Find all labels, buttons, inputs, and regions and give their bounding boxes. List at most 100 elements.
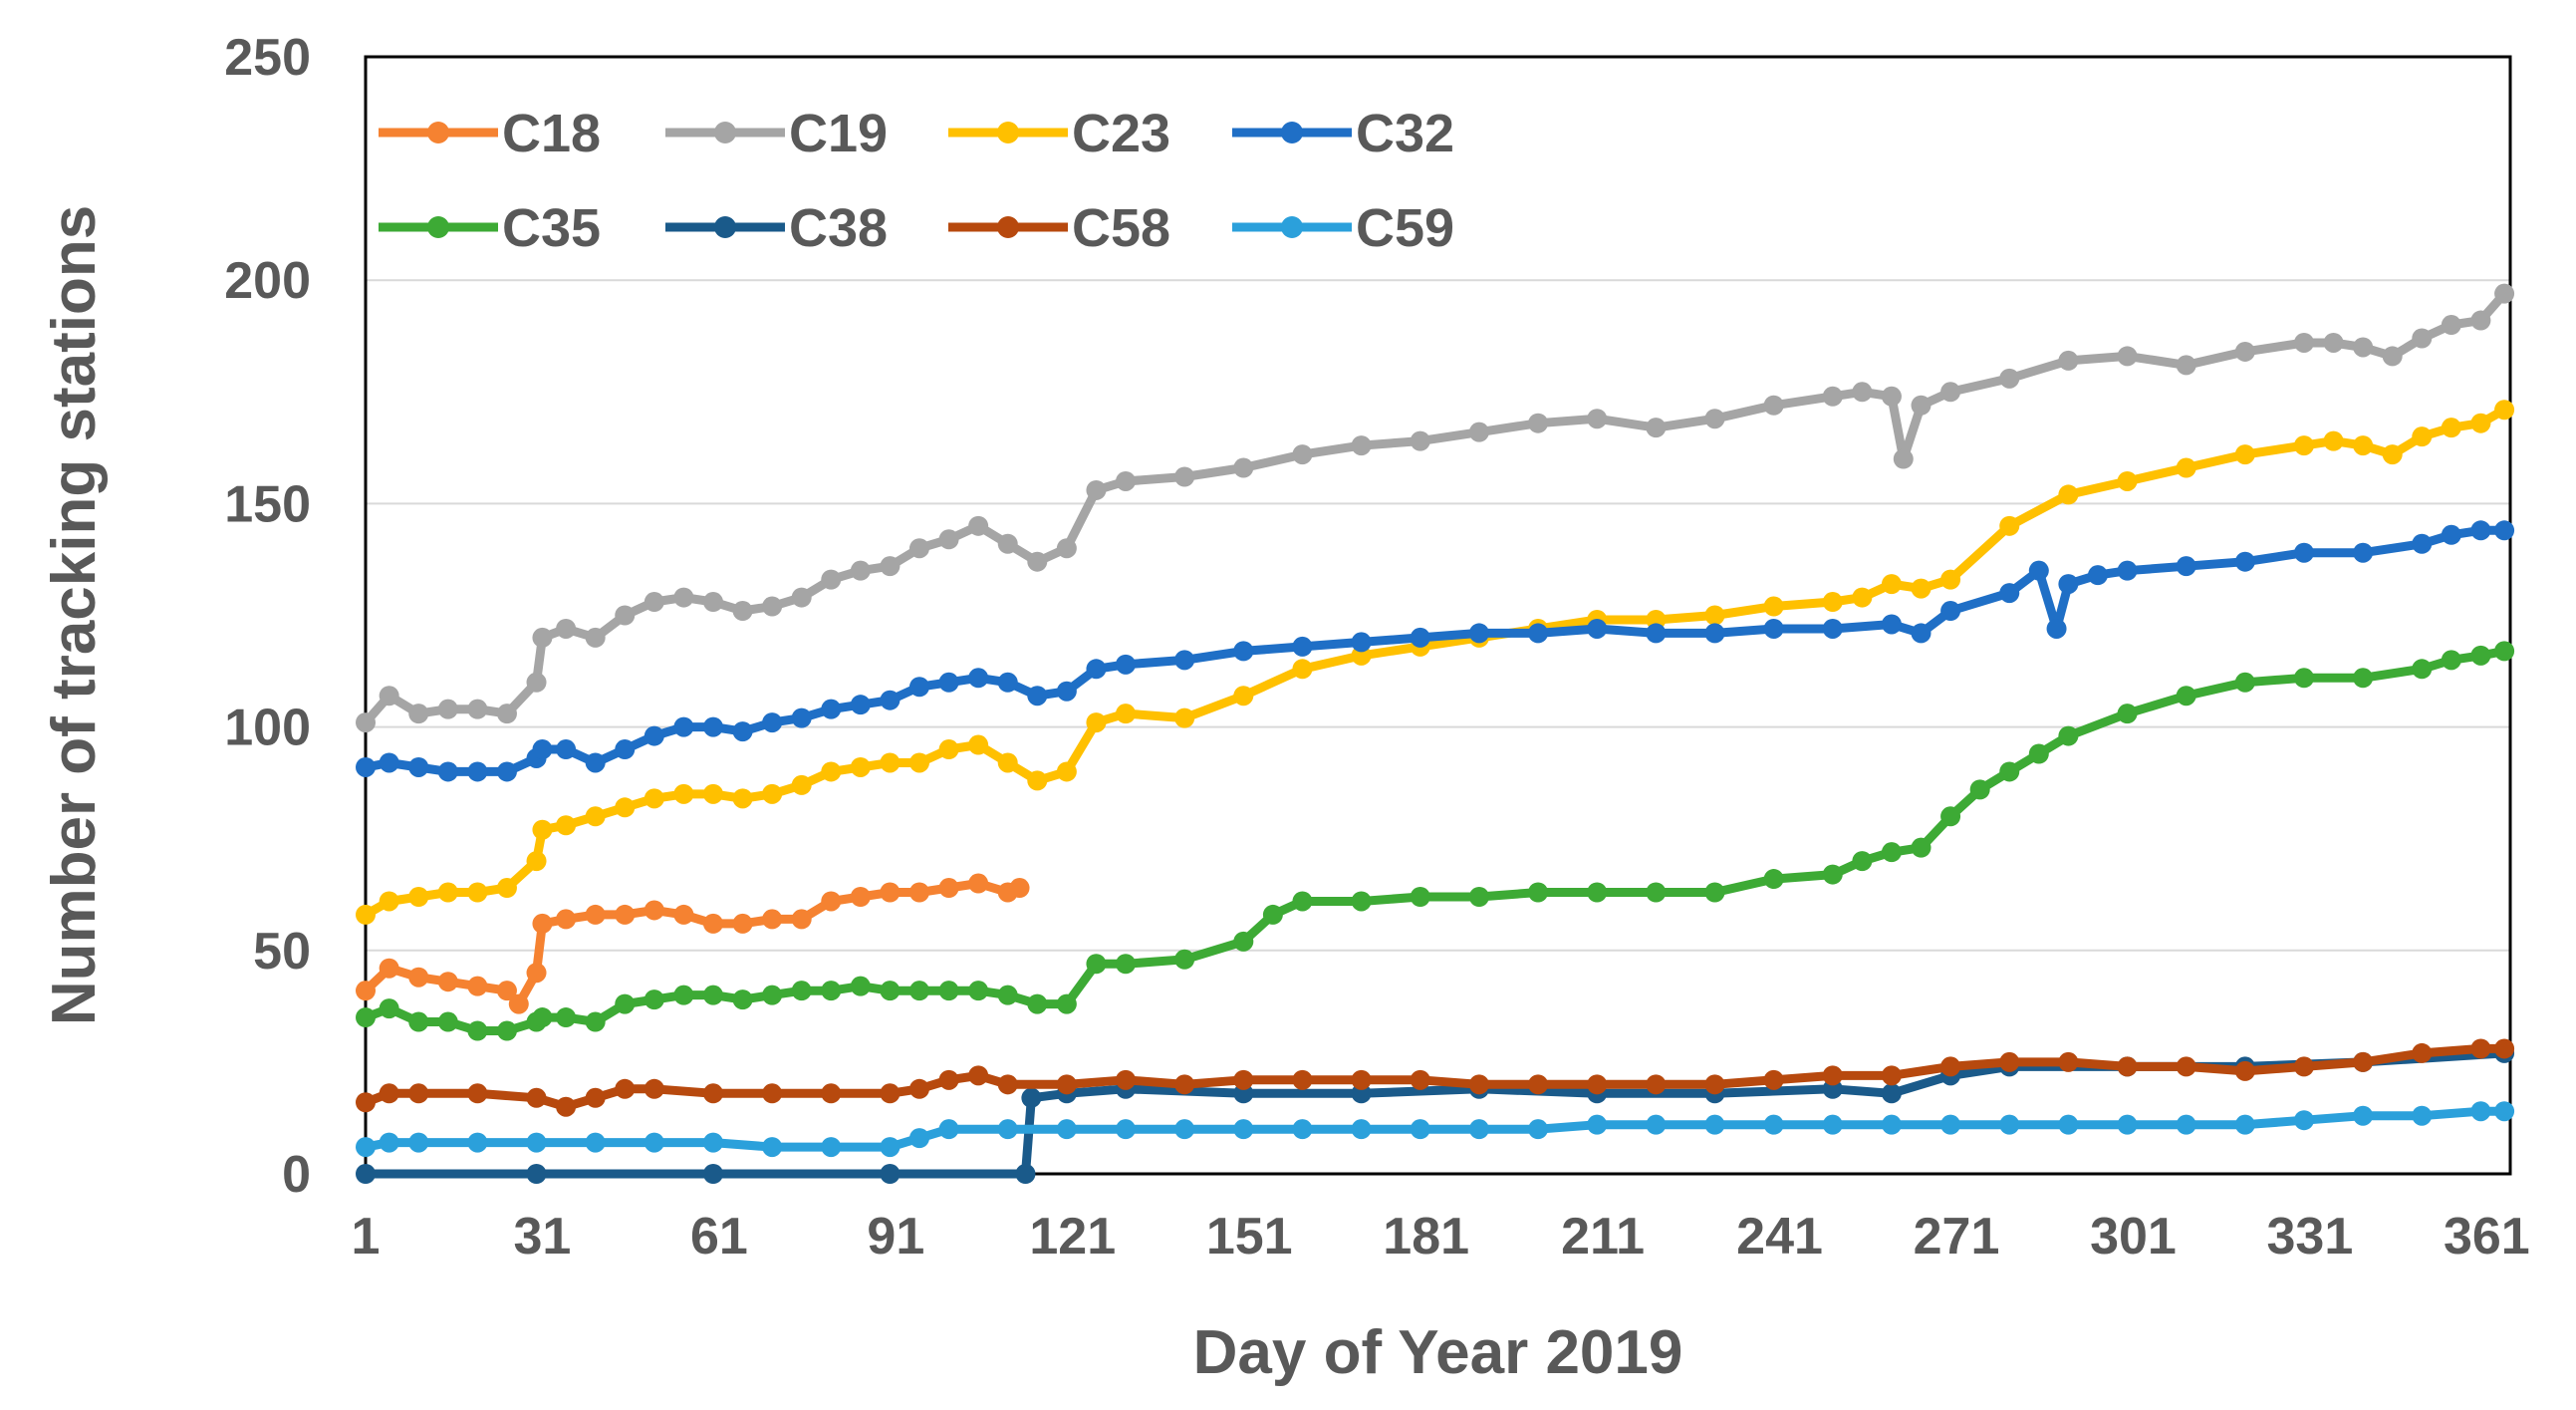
data-point — [1174, 949, 1195, 970]
data-point — [615, 1078, 636, 1099]
data-point — [2412, 1042, 2433, 1063]
data-point — [585, 752, 606, 773]
series-c35 — [356, 641, 2515, 1041]
data-point — [379, 998, 399, 1019]
x-tick-label: 181 — [1383, 1208, 1469, 1266]
data-point — [880, 752, 901, 773]
data-point — [496, 704, 517, 724]
legend-item-c18: C18 — [379, 104, 601, 163]
data-point — [615, 993, 636, 1014]
data-point — [1056, 538, 1077, 559]
legend-label-c32: C32 — [1356, 104, 1454, 163]
data-point — [1410, 430, 1430, 451]
data-point — [2353, 668, 2374, 689]
data-point — [496, 761, 517, 782]
data-point — [762, 985, 783, 1005]
data-point — [1233, 931, 1254, 952]
data-point — [1292, 659, 1313, 680]
data-point — [1528, 413, 1549, 433]
data-point — [2058, 1114, 2079, 1135]
data-point — [2117, 470, 2138, 491]
data-point — [2494, 1038, 2515, 1059]
data-point — [2470, 1038, 2491, 1059]
data-point — [585, 627, 606, 648]
data-point — [1021, 1087, 1042, 1108]
data-point — [556, 739, 577, 760]
data-point — [791, 707, 812, 728]
data-point — [1881, 386, 1902, 407]
data-point — [1027, 686, 1048, 706]
data-point — [1763, 869, 1784, 890]
data-point — [762, 1083, 783, 1104]
data-point — [762, 596, 783, 617]
data-point — [908, 752, 929, 773]
data-point — [2494, 283, 2515, 304]
data-point — [791, 774, 812, 795]
series-c23 — [356, 400, 2515, 925]
data-point — [938, 981, 959, 1001]
data-point — [2234, 341, 2255, 362]
data-point — [437, 761, 458, 782]
data-point — [1116, 654, 1137, 675]
series-line-c59 — [361, 1106, 2509, 1152]
data-point — [437, 699, 458, 719]
data-point — [1528, 1074, 1549, 1095]
x-tick-label: 211 — [1561, 1208, 1645, 1266]
data-point — [1704, 882, 1725, 903]
data-point — [908, 677, 929, 698]
data-point — [1174, 466, 1195, 487]
data-point — [1351, 891, 1372, 912]
data-point — [2176, 686, 2196, 706]
data-point — [1822, 592, 1843, 613]
data-point — [1116, 470, 1137, 491]
data-point — [938, 878, 959, 899]
data-point — [644, 1132, 664, 1153]
data-point — [526, 1132, 547, 1153]
data-point — [1468, 623, 1489, 644]
data-point — [938, 529, 959, 550]
legend-marker-c58 — [997, 216, 1019, 238]
data-point — [1587, 409, 1608, 429]
data-point — [379, 1132, 399, 1153]
data-point — [437, 972, 458, 992]
data-point — [821, 981, 842, 1001]
data-point — [1410, 886, 1430, 907]
data-point — [467, 1020, 488, 1041]
data-point — [2293, 332, 2314, 353]
data-point — [1940, 1114, 1961, 1135]
data-point — [762, 909, 783, 930]
data-point — [526, 672, 547, 693]
series-layer — [356, 283, 2515, 1184]
data-point — [1646, 418, 1667, 438]
data-point — [673, 587, 694, 608]
data-point — [556, 1096, 577, 1117]
y-tick-label: 200 — [224, 252, 311, 310]
x-tick-label: 31 — [514, 1208, 572, 1266]
data-point — [1999, 761, 2020, 782]
data-point — [408, 1011, 429, 1032]
data-point — [2058, 484, 2079, 505]
legend-marker-c23 — [997, 122, 1019, 143]
data-point — [2323, 430, 2344, 451]
data-point — [1292, 891, 1313, 912]
legend-marker-c35 — [427, 216, 449, 238]
data-point — [585, 806, 606, 827]
data-point — [702, 1132, 723, 1153]
data-point — [408, 704, 429, 724]
legend-marker-c38 — [714, 216, 736, 238]
y-tick-label: 250 — [224, 29, 311, 87]
data-point — [702, 1083, 723, 1104]
data-point — [1704, 1074, 1725, 1095]
data-point — [1911, 837, 1932, 858]
data-point — [2058, 725, 2079, 746]
y-axis-ticks: 0 50 100 150 200 250 — [224, 29, 311, 1204]
series-c18 — [356, 873, 1030, 1014]
data-point — [2470, 1101, 2491, 1122]
data-point — [356, 1092, 376, 1113]
legend-label-c19: C19 — [789, 104, 888, 163]
legend-marker-c32 — [1281, 122, 1303, 143]
legend-label-c35: C35 — [502, 198, 601, 258]
data-point — [1292, 1119, 1313, 1140]
data-point — [968, 668, 989, 689]
data-point — [379, 686, 399, 706]
